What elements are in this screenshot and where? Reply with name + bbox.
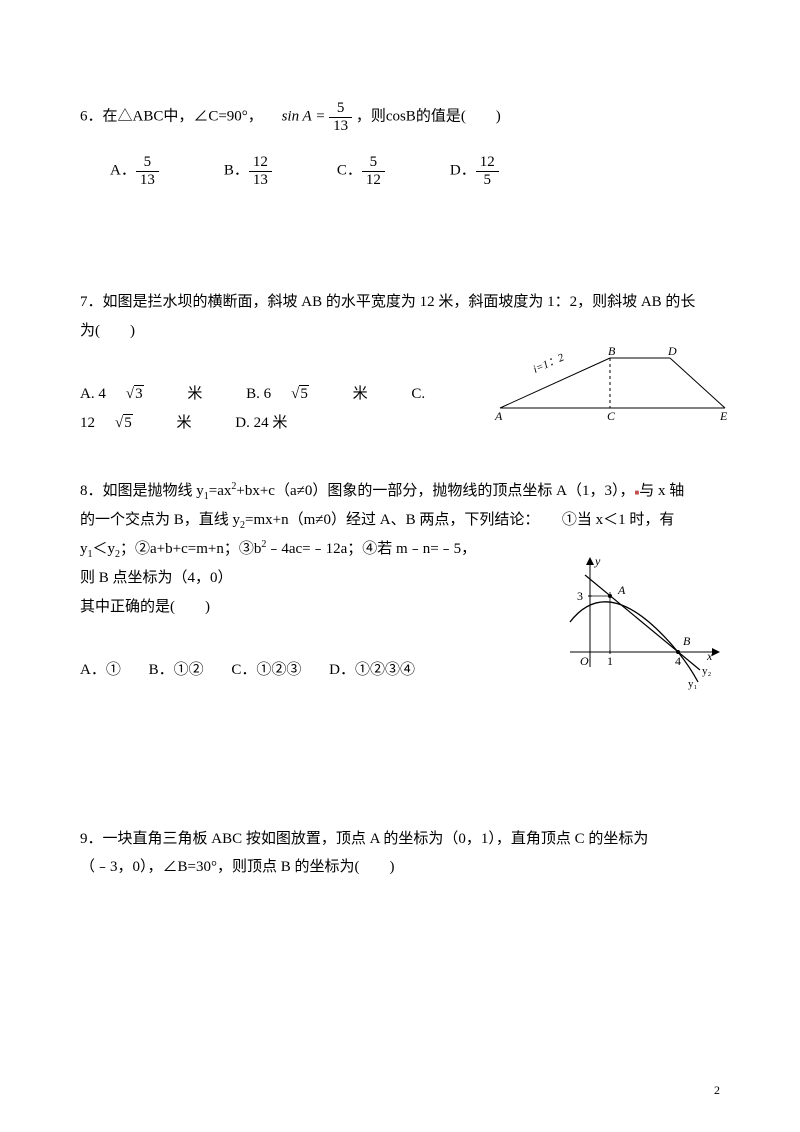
q8-opt-b: B．①②: [149, 662, 204, 678]
q9-line2: （﹣3，0），∠B=30°，则顶点 B 的坐标为( ): [80, 853, 720, 882]
q6-sin-label: sin A =: [282, 108, 326, 124]
q6-opt-b: B．1213: [224, 154, 272, 188]
q8-opt-d: D．①②③④: [329, 662, 415, 678]
svg-text:y₂: y₂: [702, 665, 712, 677]
svg-text:4: 4: [675, 654, 681, 668]
svg-text:x: x: [706, 649, 713, 663]
question-7: 7．如图是拦水坝的横断面，斜坡 AB 的水平宽度为 12 米，斜面坡度为 1：2…: [80, 288, 720, 437]
svg-text:B: B: [608, 344, 616, 358]
question-9: 9．一块直角三角板 ABC 按如图放置，顶点 A 的坐标为（0，1），直角顶点 …: [80, 825, 720, 882]
svg-text:E: E: [719, 409, 728, 423]
q6-options: A．513 B．1213 C．512 D．125: [80, 154, 720, 188]
svg-text:3: 3: [577, 589, 583, 603]
question-6: 6．在△ABC中，∠C=90°， sin A = 5 13 ，则cosB的值是(…: [80, 100, 720, 188]
svg-text:1: 1: [607, 654, 613, 668]
q8-line4: 则 B 点坐标为（4，0）: [80, 564, 510, 593]
q6-opt-c: C．512: [337, 154, 385, 188]
q7-line2: 为( ): [80, 317, 720, 346]
q6-opt-a: A．513: [110, 154, 159, 188]
q8-line5: 其中正确的是( ): [80, 593, 510, 622]
frac-num: 5: [329, 100, 352, 118]
svg-text:A: A: [494, 409, 503, 423]
q7-opt-b: B. 65 米: [246, 386, 388, 402]
q6-opt-d: D．125: [450, 154, 499, 188]
svg-text:y: y: [594, 554, 601, 568]
q7-opt-d: D. 24 米: [235, 415, 287, 431]
q9-line1: 9．一块直角三角板 ABC 按如图放置，顶点 A 的坐标为（0，1），直角顶点 …: [80, 825, 720, 854]
svg-text:y₁: y₁: [688, 678, 698, 690]
q8-opt-c: C．①②③: [231, 662, 301, 678]
q8-figure: A B O 1 4 3 x y y₂ y₁: [560, 552, 730, 692]
svg-text:A: A: [617, 583, 626, 597]
frac-den: 13: [329, 118, 352, 135]
svg-text:O: O: [580, 654, 589, 668]
svg-text:B: B: [683, 634, 691, 648]
q7-opt-a: A. 43 米: [80, 386, 222, 402]
q8-opt-a: A．①: [80, 662, 121, 678]
svg-text:i=1：2: i=1：2: [531, 351, 566, 375]
q6-text-suffix: ，则cosB的值是( ): [356, 108, 501, 124]
svg-text:C: C: [607, 409, 616, 423]
question-8: 8．如图是抛物线 y1=ax2+bx+c（a≠0）图象的一部分，抛物线的顶点坐标…: [80, 477, 720, 685]
q6-sin-frac: 5 13: [329, 100, 352, 134]
q6-text-prefix: 6．在△ABC中，∠C=90°，: [80, 108, 263, 124]
q7-line1: 7．如图是拦水坝的横断面，斜坡 AB 的水平宽度为 12 米，斜面坡度为 1：2…: [80, 288, 720, 317]
page-number: 2: [714, 1079, 720, 1102]
q7-figure: A B D C E i=1：2: [490, 343, 740, 423]
q7-options: A. 43 米 B. 65 米 C. 125 米 D. 24 米: [80, 380, 450, 437]
svg-text:D: D: [667, 344, 677, 358]
